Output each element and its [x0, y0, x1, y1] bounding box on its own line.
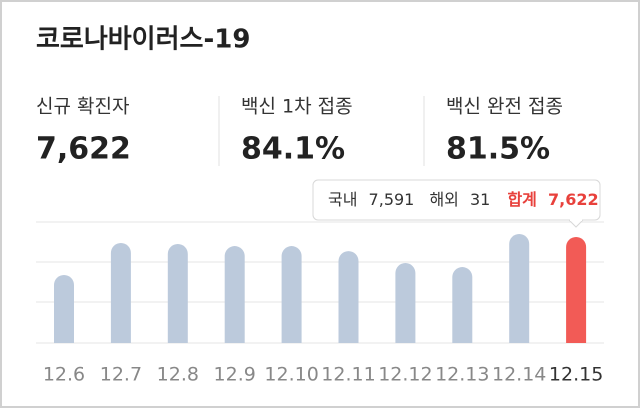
stat-label: 백신 1차 접종 — [241, 96, 353, 118]
total-value: 7,622 — [548, 190, 599, 209]
tooltip-box — [312, 179, 601, 221]
x-tick-label: 12.13 — [435, 364, 489, 386]
stat-value: 7,622 — [36, 132, 131, 167]
x-tick-label: 12.15 — [549, 364, 603, 386]
tooltip-pointer — [568, 219, 584, 228]
bar — [110, 243, 131, 343]
bar — [54, 274, 74, 343]
x-tick-label: 12.9 — [214, 364, 256, 386]
stat-label: 신규 확진자 — [36, 96, 129, 118]
x-tick-label: 12.12 — [378, 364, 432, 386]
x-tick-label: 12.7 — [100, 364, 142, 386]
tooltip: 국내 7,591 해외 31 합계 7,622 — [312, 179, 601, 228]
stat-value: 81.5% — [446, 132, 550, 167]
overseas-value: 31 — [470, 190, 490, 209]
bar — [338, 251, 359, 343]
overseas-label: 해외 — [429, 190, 458, 209]
x-tick-label: 12.14 — [492, 364, 546, 386]
domestic-value: 7,591 — [369, 190, 415, 209]
stat-value: 84.1% — [241, 132, 345, 167]
bar — [167, 243, 188, 343]
x-tick-label: 12.10 — [264, 364, 318, 386]
tooltip-pointer-mask — [570, 218, 582, 221]
x-tick-label: 12.8 — [157, 364, 199, 386]
domestic-label: 국내 — [328, 190, 357, 209]
stat-label: 백신 완전 접종 — [446, 96, 563, 118]
bar — [281, 246, 302, 343]
x-tick-label: 12.11 — [321, 364, 375, 386]
bar — [566, 236, 587, 343]
bar — [452, 267, 473, 343]
total-label: 합계 — [507, 190, 536, 209]
bar — [395, 263, 416, 343]
bar — [224, 246, 245, 343]
bar — [509, 233, 530, 343]
tooltip-text: 국내 7,591 해외 31 합계 7,622 — [328, 190, 599, 209]
x-tick-label: 12.6 — [43, 364, 85, 386]
title: 코로나바이러스-19 — [36, 25, 250, 55]
